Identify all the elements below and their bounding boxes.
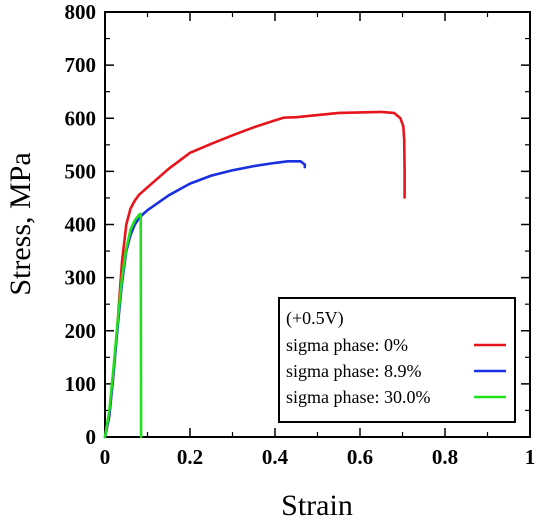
y-tick-label: 300 (65, 266, 97, 290)
legend: (+0.5V) sigma phase: 0% sigma phase: 8.9%… (278, 297, 516, 423)
x-tick-label: 0.2 (177, 445, 203, 469)
x-tick-label: 0.6 (347, 445, 373, 469)
series-line-1 (103, 110, 406, 439)
legend-label-2: sigma phase: 8.9% (286, 361, 421, 381)
y-tick-label: 600 (65, 106, 97, 130)
legend-label-3: sigma phase: 30.0% (286, 387, 430, 407)
x-tick-label: 0.4 (262, 445, 289, 469)
axis-ticks (104, 11, 531, 438)
y-tick-label: 200 (65, 319, 97, 343)
x-tick-label: 1 (525, 445, 536, 469)
y-tick-label: 500 (65, 159, 97, 183)
axis-tick-labels: 0 0.2 0.4 0.6 0.8 1 0 100 200 300 400 500 600 700 800 (65, 0, 536, 469)
x-axis-title: Strain (281, 489, 353, 522)
series-line-3 (103, 212, 143, 439)
series-layer (103, 110, 406, 439)
legend-box (278, 297, 516, 423)
y-tick-label: 400 (65, 213, 97, 237)
y-tick-label: 0 (86, 425, 97, 449)
legend-entries: sigma phase: 0% sigma phase: 8.9% sigma ph… (286, 335, 506, 407)
y-tick-label: 700 (65, 53, 97, 77)
legend-title: (+0.5V) (286, 308, 344, 329)
y-tick-label: 800 (65, 0, 97, 24)
y-axis-title: Stress, MPa (4, 152, 37, 295)
legend-label-1: sigma phase: 0% (286, 335, 408, 355)
y-tick-label: 100 (65, 372, 97, 396)
x-tick-label: 0.8 (432, 445, 458, 469)
x-tick-label: 0 (100, 445, 111, 469)
